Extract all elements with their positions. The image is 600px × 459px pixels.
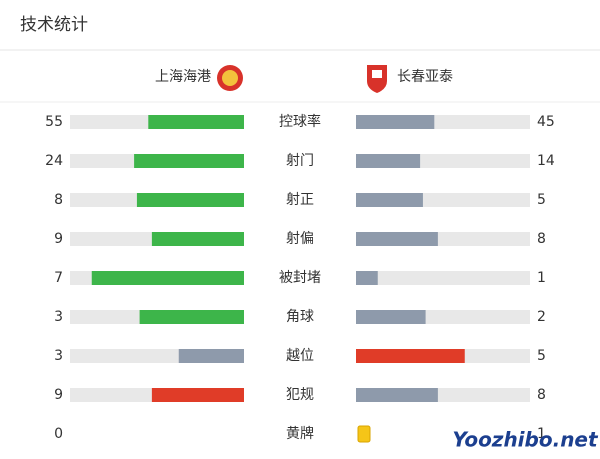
home-team: 上海海港 xyxy=(155,69,211,85)
home-bar xyxy=(151,232,244,246)
home-bar xyxy=(151,388,244,402)
stat-label: 射偏 xyxy=(286,231,314,247)
away-value: 2 xyxy=(537,309,546,325)
away-value: 5 xyxy=(537,192,546,208)
home-value: 3 xyxy=(54,348,63,364)
stat-label: 射正 xyxy=(286,192,314,208)
away-value: 8 xyxy=(537,387,546,403)
away-team: 长春亚泰 xyxy=(397,69,453,85)
stat-label: 黄牌 xyxy=(286,425,314,442)
home-bar xyxy=(136,193,244,207)
stat-label: 犯规 xyxy=(286,387,314,403)
home-value: 3 xyxy=(54,309,63,325)
away-value: 1 xyxy=(537,426,546,442)
away-card xyxy=(357,425,371,443)
home-value: 24 xyxy=(45,153,63,169)
home-value: 8 xyxy=(54,192,63,208)
away-bar xyxy=(356,115,435,129)
home-value: 9 xyxy=(54,231,63,247)
home-value: 9 xyxy=(54,387,63,403)
title: 技术统计 xyxy=(20,15,88,35)
watermark: Yoozhibo.net xyxy=(452,428,599,452)
stat-label: 射门 xyxy=(286,153,314,169)
away-value: 1 xyxy=(537,270,546,286)
away-value: 14 xyxy=(537,153,555,169)
stat-label: 控球率 xyxy=(279,113,321,130)
home-bar xyxy=(134,154,244,168)
stat-label: 角球 xyxy=(286,309,314,325)
stat-label: 越位 xyxy=(286,348,314,364)
home-value: 7 xyxy=(54,270,63,286)
away-bar xyxy=(356,193,423,207)
away-bar xyxy=(356,388,438,402)
home-logo xyxy=(217,65,243,91)
away-bar xyxy=(356,349,465,363)
away-bar xyxy=(356,232,438,246)
home-value: 0 xyxy=(54,426,63,442)
home-bar xyxy=(178,349,244,363)
stat-label: 被封堵 xyxy=(279,270,321,286)
away-bar xyxy=(356,154,421,168)
away-logo xyxy=(367,65,387,93)
away-value: 5 xyxy=(537,348,546,364)
away-track xyxy=(356,271,530,285)
away-value: 8 xyxy=(537,231,546,247)
away-value: 45 xyxy=(537,114,555,130)
home-bar xyxy=(91,271,244,285)
home-value: 55 xyxy=(45,114,63,130)
away-bar xyxy=(356,310,426,324)
home-bar xyxy=(148,115,244,129)
away-bar xyxy=(356,271,378,285)
home-bar xyxy=(139,310,244,324)
